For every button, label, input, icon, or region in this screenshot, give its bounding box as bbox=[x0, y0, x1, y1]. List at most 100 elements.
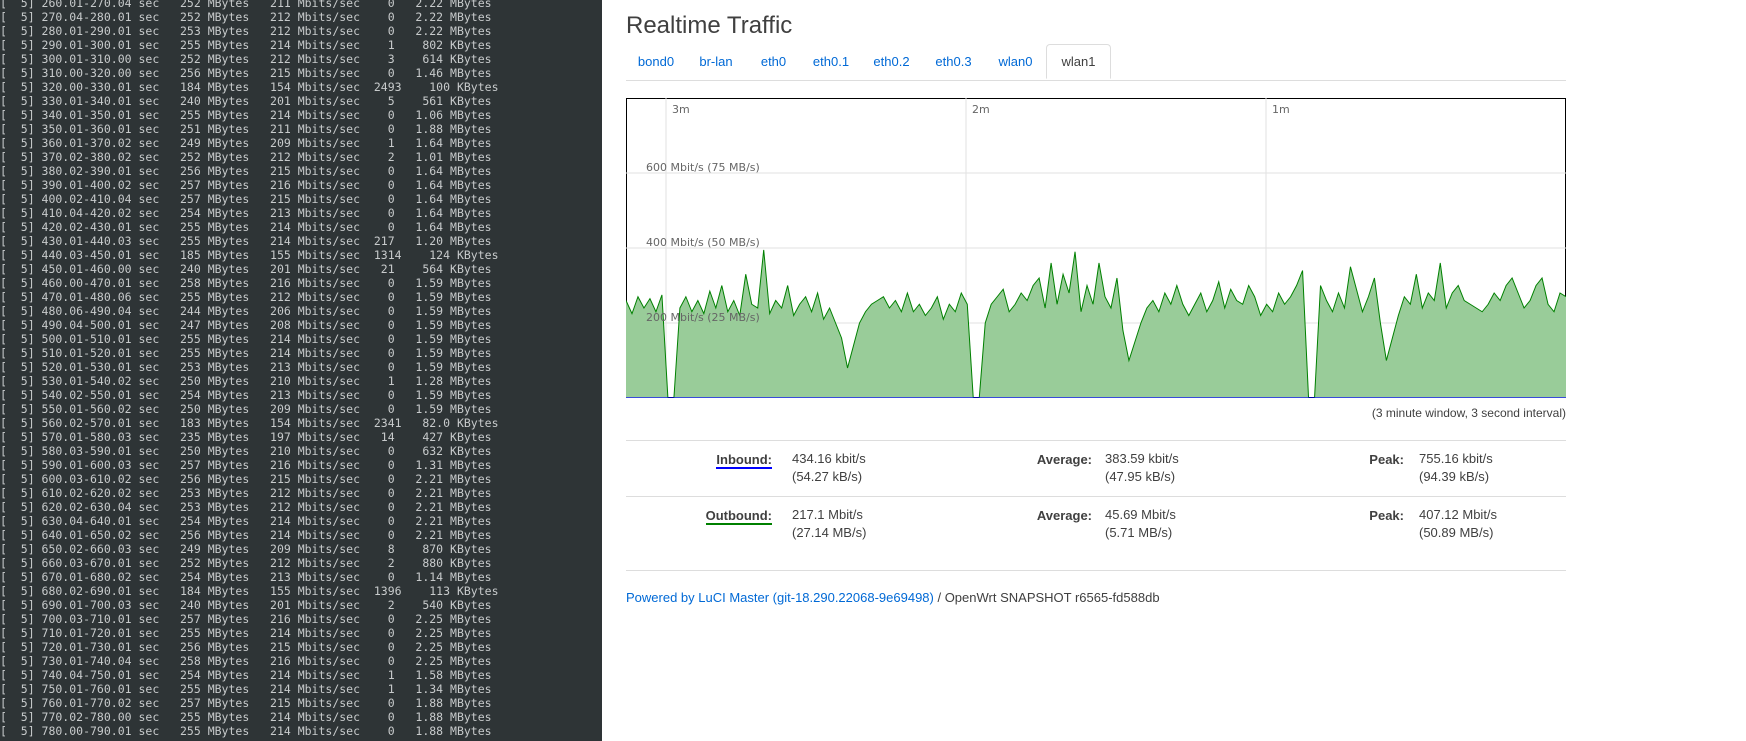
tab-eth0.3[interactable]: eth0.3 bbox=[935, 54, 972, 69]
outbound-average-label: Average: bbox=[1036, 508, 1092, 523]
time-label: 2m bbox=[972, 103, 990, 116]
tab-br-lan[interactable]: br-lan bbox=[699, 54, 733, 69]
outbound-label-cell: Outbound: bbox=[662, 508, 772, 525]
terminal-line: [ 5] 700.03-710.01 sec 257 MBytes 216 Mb… bbox=[0, 612, 492, 626]
terminal-line: [ 5] 660.03-670.01 sec 252 MBytes 212 Mb… bbox=[0, 556, 492, 570]
terminal-line: [ 5] 690.01-700.03 sec 240 MBytes 201 Mb… bbox=[0, 598, 492, 612]
inbound-label-cell: Inbound: bbox=[662, 452, 772, 469]
time-label: 3m bbox=[672, 103, 690, 116]
terminal-line: [ 5] 740.04-750.01 sec 254 MBytes 214 Mb… bbox=[0, 668, 492, 682]
outbound-peak: 407.12 Mbit/s (50.89 MB/s) bbox=[1419, 506, 1497, 542]
footer: Powered by LuCI Master (git-18.290.22068… bbox=[626, 590, 1160, 605]
outbound-peak-sub: (50.89 MB/s) bbox=[1419, 525, 1494, 540]
outbound-current-sub: (27.14 MB/s) bbox=[792, 525, 867, 540]
terminal-line: [ 5] 710.01-720.01 sec 255 MBytes 214 Mb… bbox=[0, 626, 492, 640]
terminal-line: [ 5] 410.04-420.02 sec 254 MBytes 213 Mb… bbox=[0, 206, 492, 220]
stats-mid-divider bbox=[626, 496, 1566, 497]
inbound-peak-label: Peak: bbox=[1369, 452, 1404, 467]
outbound-average-value: 45.69 Mbit/s bbox=[1105, 507, 1176, 522]
terminal-line: [ 5] 360.01-370.02 sec 249 MBytes 209 Mb… bbox=[0, 136, 492, 150]
terminal-line: [ 5] 470.01-480.06 sec 255 MBytes 212 Mb… bbox=[0, 290, 492, 304]
outbound-average: 45.69 Mbit/s (5.71 MB/s) bbox=[1105, 506, 1176, 542]
terminal-line: [ 5] 650.02-660.03 sec 249 MBytes 209 Mb… bbox=[0, 542, 492, 556]
outbound-peak-value: 407.12 Mbit/s bbox=[1419, 507, 1498, 522]
footer-version-text: / OpenWrt SNAPSHOT r6565-fd588db bbox=[933, 590, 1160, 605]
terminal-line: [ 5] 570.01-580.03 sec 235 MBytes 197 Mb… bbox=[0, 430, 492, 444]
terminal-line: [ 5] 260.01-270.04 sec 252 MBytes 211 Mb… bbox=[0, 0, 492, 10]
inbound-label: Inbound: bbox=[716, 452, 772, 469]
terminal-line: [ 5] 750.01-760.01 sec 255 MBytes 214 Mb… bbox=[0, 682, 492, 696]
terminal-line: [ 5] 630.04-640.01 sec 254 MBytes 214 Mb… bbox=[0, 514, 492, 528]
terminal-window: [ 5] 260.01-270.04 sec 252 MBytes 211 Mb… bbox=[0, 0, 602, 741]
inbound-peak-sub: (94.39 kB/s) bbox=[1419, 469, 1490, 484]
graph-labels: 600 Mbit/s (75 MB/s) 400 Mbit/s (50 MB/s)… bbox=[646, 103, 1290, 324]
terminal-line: [ 5] 780.00-790.01 sec 255 MBytes 214 Mb… bbox=[0, 724, 492, 738]
terminal-line: [ 5] 280.01-290.01 sec 253 MBytes 212 Mb… bbox=[0, 24, 492, 38]
time-label: 1m bbox=[1272, 103, 1290, 116]
browser-page: Realtime Traffic bond0 br-lan eth0 eth0.1 et… bbox=[602, 0, 1746, 741]
terminal-line: [ 5] 290.01-300.01 sec 255 MBytes 214 Mb… bbox=[0, 38, 492, 52]
terminal-line: [ 5] 760.01-770.02 sec 257 MBytes 215 Mb… bbox=[0, 696, 492, 710]
terminal-line: [ 5] 580.03-590.01 sec 250 MBytes 210 Mb… bbox=[0, 444, 492, 458]
terminal-line: [ 5] 560.02-570.01 sec 183 MBytes 154 Mb… bbox=[0, 416, 499, 430]
terminal-line: [ 5] 770.02-780.00 sec 255 MBytes 214 Mb… bbox=[0, 710, 492, 724]
terminal-line: [ 5] 590.01-600.03 sec 257 MBytes 216 Mb… bbox=[0, 458, 492, 472]
inbound-average-value: 383.59 kbit/s bbox=[1105, 451, 1179, 466]
outbound-label: Outbound: bbox=[705, 508, 772, 525]
terminal-line: [ 5] 610.02-620.02 sec 253 MBytes 212 Mb… bbox=[0, 486, 492, 500]
terminal-line: [ 5] 720.01-730.01 sec 256 MBytes 215 Mb… bbox=[0, 640, 492, 654]
luci-link[interactable]: Powered by LuCI Master (git-18.290.22068… bbox=[626, 590, 934, 605]
inbound-peak: 755.16 kbit/s (94.39 kB/s) bbox=[1419, 450, 1493, 486]
y-axis-label: 600 Mbit/s (75 MB/s) bbox=[646, 161, 760, 174]
tab-eth0.1[interactable]: eth0.1 bbox=[812, 54, 850, 69]
terminal-line: [ 5] 530.01-540.02 sec 250 MBytes 210 Mb… bbox=[0, 374, 492, 388]
terminal-line: [ 5] 450.01-460.00 sec 240 MBytes 201 Mb… bbox=[0, 262, 492, 276]
tab-eth0.2[interactable]: eth0.2 bbox=[873, 54, 910, 69]
terminal-line: [ 5] 540.02-550.01 sec 254 MBytes 213 Mb… bbox=[0, 388, 492, 402]
outbound-current-value: 217.1 Mbit/s bbox=[792, 507, 863, 522]
terminal-line: [ 5] 270.04-280.01 sec 252 MBytes 212 Mb… bbox=[0, 10, 492, 24]
page-title: Realtime Traffic bbox=[626, 12, 793, 39]
y-axis-label: 400 Mbit/s (50 MB/s) bbox=[646, 236, 760, 249]
outbound-line bbox=[626, 249, 1566, 398]
inbound-average: 383.59 kbit/s (47.95 kB/s) bbox=[1105, 450, 1179, 486]
traffic-graph-svg: 600 Mbit/s (75 MB/s) 400 Mbit/s (50 MB/s)… bbox=[626, 98, 1566, 398]
graph-grid bbox=[626, 98, 1566, 398]
terminal-line: [ 5] 390.01-400.02 sec 257 MBytes 216 Mb… bbox=[0, 178, 492, 192]
outbound-average-sub: (5.71 MB/s) bbox=[1105, 525, 1173, 540]
terminal-line: [ 5] 370.02-380.02 sec 252 MBytes 212 Mb… bbox=[0, 150, 492, 164]
stats-top-divider bbox=[626, 440, 1566, 441]
inbound-current-value: 434.16 kbit/s bbox=[792, 451, 866, 466]
window-note: (3 minute window, 3 second interval) bbox=[1371, 406, 1566, 420]
traffic-graph: 600 Mbit/s (75 MB/s) 400 Mbit/s (50 MB/s)… bbox=[626, 98, 1566, 398]
tab-eth0[interactable]: eth0 bbox=[760, 54, 787, 69]
terminal-line: [ 5] 320.00-330.01 sec 184 MBytes 154 Mb… bbox=[0, 80, 499, 94]
terminal-line: [ 5] 490.04-500.01 sec 247 MBytes 208 Mb… bbox=[0, 318, 492, 332]
terminal-line: [ 5] 550.01-560.02 sec 250 MBytes 209 Mb… bbox=[0, 402, 492, 416]
terminal-line: [ 5] 310.00-320.00 sec 256 MBytes 215 Mb… bbox=[0, 66, 492, 80]
terminal-line: [ 5] 730.01-740.04 sec 258 MBytes 216 Mb… bbox=[0, 654, 492, 668]
tab-wlan0[interactable]: wlan0 bbox=[998, 54, 1033, 69]
terminal-line: [ 5] 330.01-340.01 sec 240 MBytes 201 Mb… bbox=[0, 94, 492, 108]
inbound-current-sub: (54.27 kB/s) bbox=[792, 469, 863, 484]
inbound-average-label: Average: bbox=[1036, 452, 1092, 467]
interface-tabs: bond0 br-lan eth0 eth0.1 eth0.2 eth0.3 wlan0 wl… bbox=[626, 44, 1566, 81]
terminal-line: [ 5] 670.01-680.02 sec 254 MBytes 213 Mb… bbox=[0, 570, 492, 584]
terminal-line: [ 5] 350.01-360.01 sec 251 MBytes 211 Mb… bbox=[0, 122, 492, 136]
stats-bottom-divider bbox=[626, 570, 1566, 571]
terminal-line: [ 5] 680.02-690.01 sec 184 MBytes 155 Mb… bbox=[0, 584, 499, 598]
inbound-average-sub: (47.95 kB/s) bbox=[1105, 469, 1176, 484]
terminal-line: [ 5] 340.01-350.01 sec 255 MBytes 214 Mb… bbox=[0, 108, 492, 122]
tab-bond0[interactable]: bond0 bbox=[637, 54, 675, 69]
inbound-current: 434.16 kbit/s (54.27 kB/s) bbox=[792, 450, 866, 486]
outbound-area bbox=[626, 249, 1566, 398]
y-axis-label: 200 Mbit/s (25 MB/s) bbox=[646, 311, 760, 324]
terminal-line: [ 5] 300.01-310.00 sec 252 MBytes 212 Mb… bbox=[0, 52, 492, 66]
tab-wlan1[interactable]: wlan1 bbox=[1046, 44, 1111, 79]
terminal-line: [ 5] 460.00-470.01 sec 258 MBytes 216 Mb… bbox=[0, 276, 492, 290]
terminal-line: [ 5] 520.01-530.01 sec 253 MBytes 213 Mb… bbox=[0, 360, 492, 374]
inbound-peak-value: 755.16 kbit/s bbox=[1419, 451, 1493, 466]
terminal-line: [ 5] 440.03-450.01 sec 185 MBytes 155 Mb… bbox=[0, 248, 499, 262]
terminal-line: [ 5] 480.06-490.04 sec 244 MBytes 206 Mb… bbox=[0, 304, 492, 318]
terminal-line: [ 5] 600.03-610.02 sec 256 MBytes 215 Mb… bbox=[0, 472, 492, 486]
